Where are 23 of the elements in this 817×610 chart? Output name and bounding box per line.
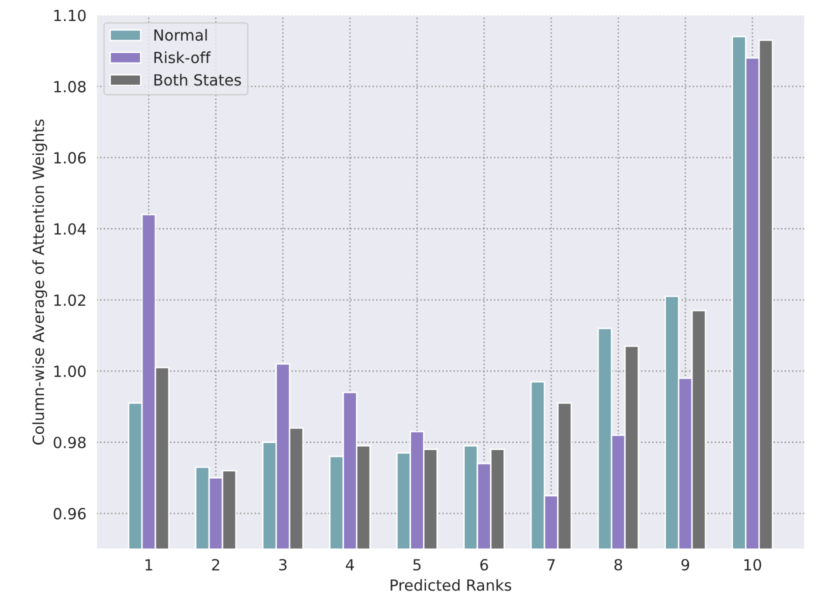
x-tick-label: 10 — [744, 558, 762, 571]
y-tick-label: 1.08 — [54, 80, 86, 92]
x-axis-title: Predicted Ranks — [390, 579, 512, 591]
x-tick-label: 3 — [279, 558, 287, 571]
x-tick-label: 5 — [413, 559, 421, 571]
x-tick-label: 2 — [212, 558, 220, 570]
legend-label: Risk-off — [154, 51, 211, 64]
x-tick-label: 7 — [548, 559, 555, 570]
x-tick-label: 6 — [480, 558, 488, 571]
y-tick-label: 1.00 — [54, 366, 86, 378]
x-tick-label: 9 — [681, 558, 690, 571]
x-tick-label: 4 — [346, 559, 354, 570]
legend-label: Normal — [154, 29, 207, 41]
x-tick-label: 8 — [614, 558, 622, 571]
y-tick-label: 1.06 — [54, 152, 86, 164]
y-tick-label: 1.10 — [54, 10, 86, 22]
y-tick-label: 1.02 — [54, 294, 86, 306]
y-axis-title: Column-wise Average of Attention Weights — [32, 120, 48, 445]
legend-label: Both States — [154, 74, 241, 86]
y-tick-label: 0.96 — [54, 508, 86, 520]
x-tick-label: 1 — [146, 559, 152, 570]
y-tick-label: 0.98 — [54, 436, 86, 448]
y-tick-label: 1.04 — [54, 223, 86, 235]
